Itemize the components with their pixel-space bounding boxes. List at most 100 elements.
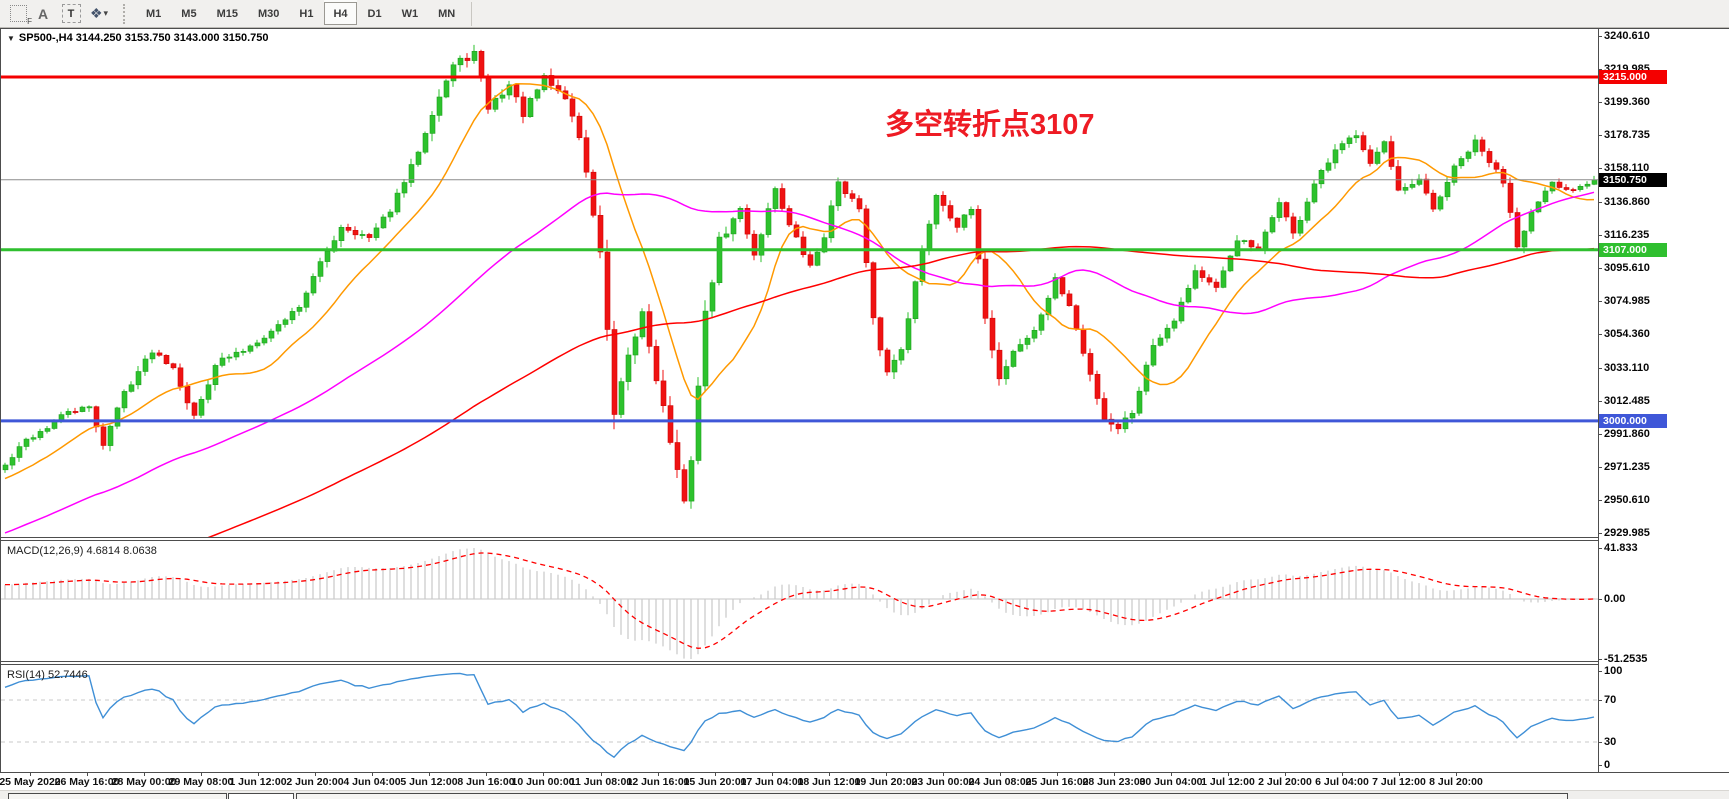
time-tick-label: 23 Jun 00:00 — [911, 776, 975, 788]
time-tick-mark — [30, 773, 31, 776]
time-tick-mark — [144, 773, 145, 776]
timeframe-button-group: M1 M5 M15 M30 H1 H4 D1 W1 MN — [136, 2, 465, 25]
timeframe-button-w1[interactable]: W1 — [401, 7, 419, 20]
timeframe-button-mn[interactable]: MN — [438, 7, 456, 20]
time-tick-label: 19 Jun 20:00 — [854, 776, 918, 788]
timeframe-button-d1[interactable]: D1 — [367, 7, 382, 20]
price-tick-label: 3054.360 — [1604, 328, 1650, 340]
price-tick-label: 3240.610 — [1604, 30, 1650, 42]
time-axis[interactable]: 25 May 2020 26 May 16:00 28 May 00:00 29 Ma… — [0, 772, 1729, 791]
time-tick-label: 2 Jul 20:00 — [1258, 776, 1312, 788]
time-tick-mark — [372, 773, 373, 776]
time-tick-label: 26 May 16:00 — [54, 776, 120, 788]
time-tick-label: 1 Jun 12:00 — [229, 776, 287, 788]
time-tick-mark — [886, 773, 887, 776]
timeframe-button-m5[interactable]: M5 — [181, 7, 197, 20]
macd-indicator-pane[interactable] — [1, 541, 1598, 660]
axis-tick-mark — [1598, 36, 1602, 37]
price-tick-label: 3136.860 — [1604, 196, 1650, 208]
axis-tick-mark — [1598, 368, 1602, 369]
timeframe-button-m30[interactable]: M30 — [257, 7, 280, 20]
price-tick-label: 3095.610 — [1604, 262, 1650, 274]
font-icon[interactable]: A — [37, 5, 49, 22]
level-price-badge: 3107.000 — [1599, 243, 1667, 257]
pane-divider[interactable] — [0, 537, 1598, 538]
price-tick-label: 3158.110 — [1604, 162, 1650, 174]
chart-annotation-text[interactable]: 多空转折点3107 — [885, 109, 1095, 141]
pane-divider[interactable] — [0, 661, 1598, 662]
axis-tick-mark — [1598, 700, 1602, 701]
symbol-ohlc-header[interactable]: ▼ SP500-,H4 3144.250 3153.750 3143.000 3… — [7, 32, 268, 44]
time-tick-mark — [943, 773, 944, 776]
axis-tick-mark — [1598, 235, 1602, 236]
chart-tab-1[interactable] — [8, 793, 227, 799]
time-tick-mark — [1000, 773, 1001, 776]
axis-tick-mark — [1598, 467, 1602, 468]
chart-tab-3[interactable] — [296, 793, 1568, 799]
price-tick-label: 3012.485 — [1604, 395, 1650, 407]
axis-tick-mark — [1598, 202, 1602, 203]
time-tick-label: 25 Jun 16:00 — [1025, 776, 1089, 788]
main-price-chart[interactable] — [1, 29, 1598, 537]
time-tick-mark — [315, 773, 316, 776]
toolbar-grip[interactable] — [123, 3, 130, 24]
price-tick-label: 2991.860 — [1604, 428, 1650, 440]
axis-tick-mark — [1598, 533, 1602, 534]
timeframe-button-m15[interactable]: M15 — [216, 7, 238, 20]
pane-divider[interactable] — [0, 664, 1598, 665]
axis-tick-mark — [1598, 268, 1602, 269]
time-tick-mark — [658, 773, 659, 776]
time-tick-mark — [601, 773, 602, 776]
rsi-tick-label: 100 — [1604, 665, 1623, 677]
price-tick-label: 3074.985 — [1604, 295, 1650, 307]
price-tick-label: 2929.985 — [1604, 527, 1650, 539]
time-tick-mark — [1114, 773, 1115, 776]
timeframe-button-h1[interactable]: H1 — [299, 7, 314, 20]
text-label-icon[interactable]: T — [59, 3, 83, 25]
time-tick-mark — [87, 773, 88, 776]
macd-label: MACD(12,26,9) 4.6814 8.0638 — [7, 545, 157, 557]
axis-tick-mark — [1598, 548, 1602, 549]
mid-ma-line — [4, 191, 1595, 534]
rsi-tick-label: 30 — [1604, 736, 1617, 748]
price-tick-label: 2950.610 — [1604, 494, 1650, 506]
rsi-tick-label: 70 — [1604, 694, 1617, 706]
chart-tab-2[interactable] — [228, 793, 294, 799]
axis-tick-mark — [1598, 301, 1602, 302]
axis-tick-mark — [1598, 599, 1602, 600]
chart-left-border — [0, 28, 1, 773]
arrows-tool-icon[interactable]: ❖ ▾ — [89, 5, 109, 21]
chart-tabs-bar — [0, 790, 1729, 799]
timeframe-button-h4[interactable]: H4 — [324, 2, 357, 25]
axis-tick-mark — [1598, 401, 1602, 402]
time-tick-mark — [829, 773, 830, 776]
macd-tick-label: 41.833 — [1604, 542, 1638, 554]
axis-tick-mark — [1598, 742, 1602, 743]
time-tick-label: 1 Jul 12:00 — [1201, 776, 1255, 788]
axis-tick-mark — [1598, 69, 1602, 70]
time-tick-label: 11 Jun 08:00 — [569, 776, 633, 788]
level-price-badge: 3215.000 — [1599, 70, 1667, 84]
time-tick-label: 6 Jul 04:00 — [1315, 776, 1369, 788]
axis-tick-mark — [1598, 102, 1602, 103]
time-tick-label: 28 May 00:00 — [111, 776, 177, 788]
time-tick-mark — [201, 773, 202, 776]
time-tick-label: 30 Jun 04:00 — [1139, 776, 1203, 788]
price-tick-label: 3116.235 — [1604, 229, 1650, 241]
slow-ma-line — [207, 245, 1595, 537]
time-tick-label: 2 Jun 20:00 — [286, 776, 344, 788]
pane-divider[interactable] — [0, 540, 1598, 541]
axis-tick-mark — [1598, 659, 1602, 660]
symbol-dropdown-icon[interactable]: ▼ — [7, 33, 15, 43]
time-tick-label: 15 Jun 20:00 — [683, 776, 747, 788]
timeframe-button-m1[interactable]: M1 — [146, 7, 162, 20]
time-tick-label: 4 Jun 04:00 — [343, 776, 401, 788]
snap-grid-icon[interactable]: F — [2, 3, 32, 26]
rsi-indicator-pane[interactable] — [1, 665, 1598, 772]
axis-tick-mark — [1598, 671, 1602, 672]
axis-tick-mark — [1598, 500, 1602, 501]
time-tick-label: 25 May 2020 — [0, 776, 61, 788]
time-tick-label: 28 Jun 23:00 — [1082, 776, 1146, 788]
time-tick-label: 7 Jul 12:00 — [1372, 776, 1426, 788]
dropdown-caret-icon[interactable]: ▾ — [103, 8, 109, 18]
